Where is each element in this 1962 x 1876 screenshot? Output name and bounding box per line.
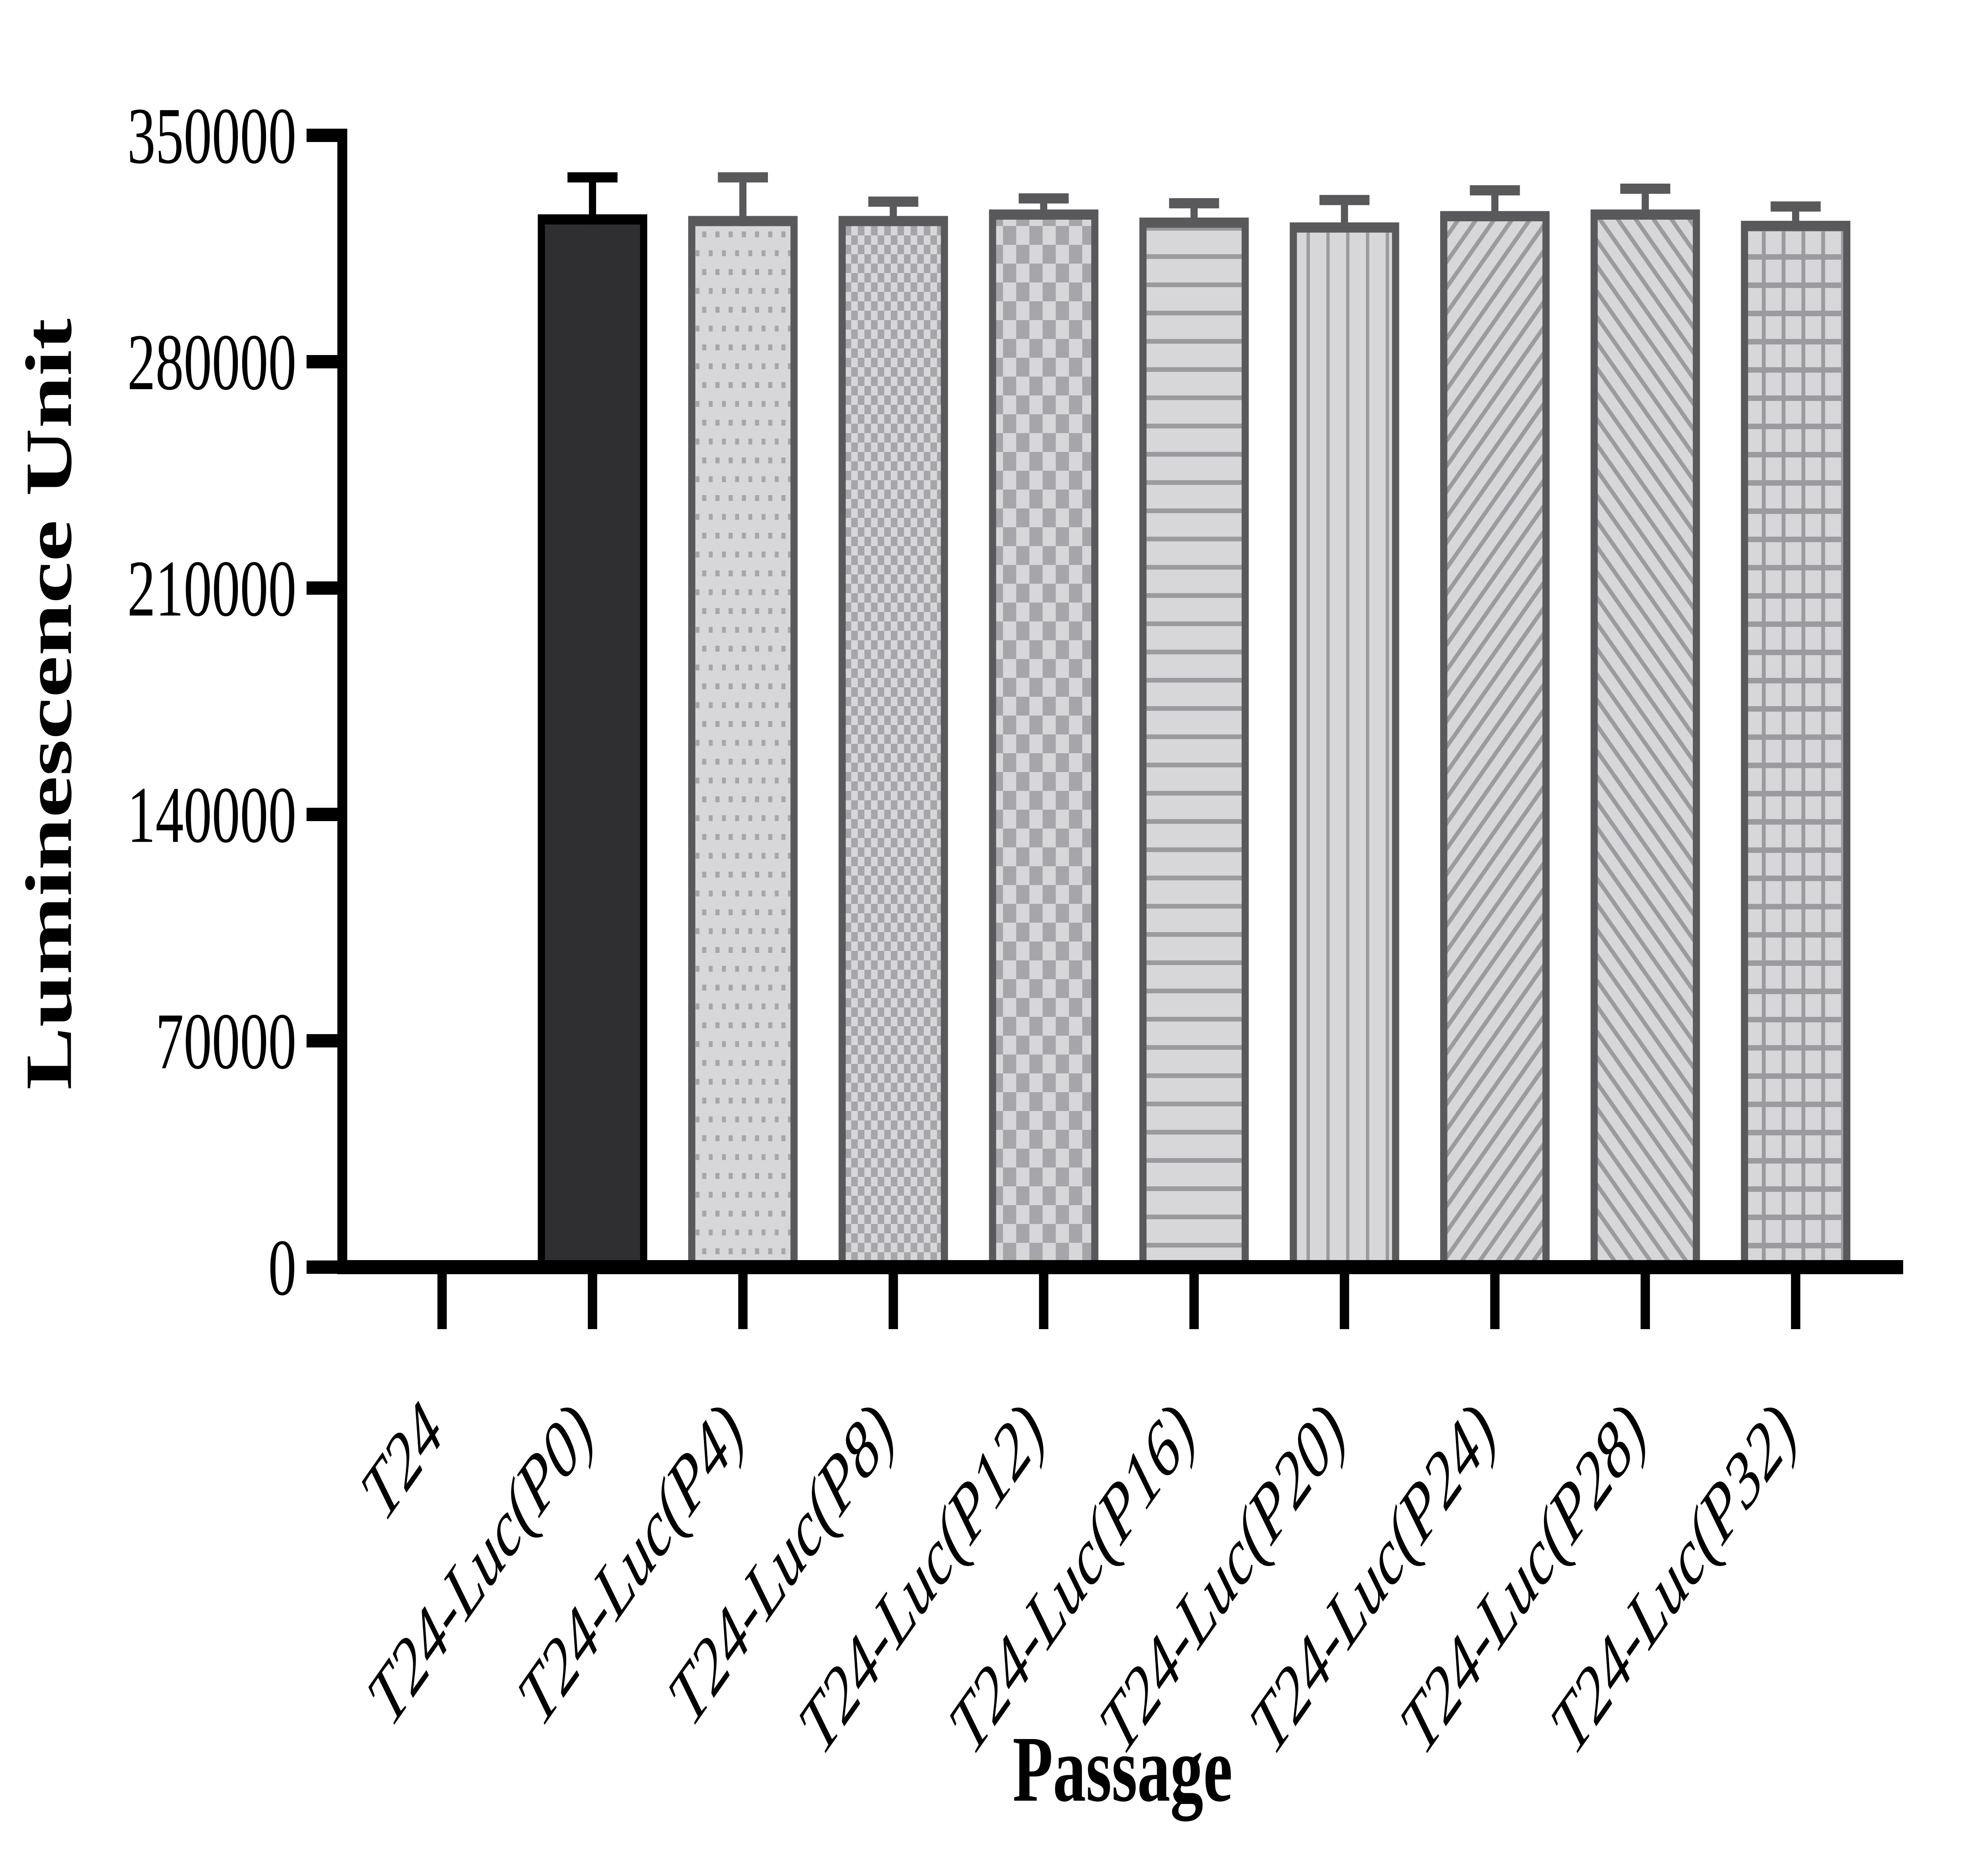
error-bar-t24-luc-p4 [718,172,768,226]
error-bar-t24-luc-p0 [567,172,618,225]
x-tick-label-t24: T24 [349,1385,455,1537]
error-bar-t24-luc-p32 [1771,201,1821,231]
bars-group [538,209,1851,1273]
bar-t24-luc-p4 [688,216,798,1272]
bar-t24-luc-p28 [1590,209,1700,1273]
y-tick-label-350000: 350000 [127,91,296,180]
bar-t24-luc-p16 [1139,217,1249,1272]
x-axis-title: Passage [1013,1717,1233,1822]
error-bars-group [567,172,1821,233]
bar-t24-luc-p32 [1741,220,1851,1272]
axes-group [306,129,1904,1329]
bar-t24-luc-p24 [1440,211,1550,1272]
y-tick-label-140000: 140000 [127,770,296,860]
error-bar-t24-luc-p8 [868,196,919,226]
bar-t24-luc-p8 [839,216,948,1272]
bar-t24-luc-p0 [538,214,647,1273]
error-bar-t24-luc-p28 [1620,184,1670,220]
y-axis-title: Luminescence Unit [12,319,86,1090]
y-tick-label-70000: 70000 [155,997,296,1086]
error-bar-t24-luc-p12 [1018,193,1069,220]
error-bar-t24-luc-p20 [1319,195,1370,233]
y-tick-label-210000: 210000 [127,544,296,633]
bar-t24-luc-p20 [1289,222,1399,1273]
bar-t24-luc-p12 [989,209,1099,1273]
tick-labels-group: T24T24-Luc(P0)T24-Luc(P4)T24-Luc(P8)T24-… [127,91,1809,1770]
y-tick-label-0: 0 [268,1223,297,1312]
error-bar-t24-luc-p16 [1169,198,1219,228]
y-tick-label-280000: 280000 [127,318,296,407]
error-bar-t24-luc-p24 [1470,185,1520,222]
